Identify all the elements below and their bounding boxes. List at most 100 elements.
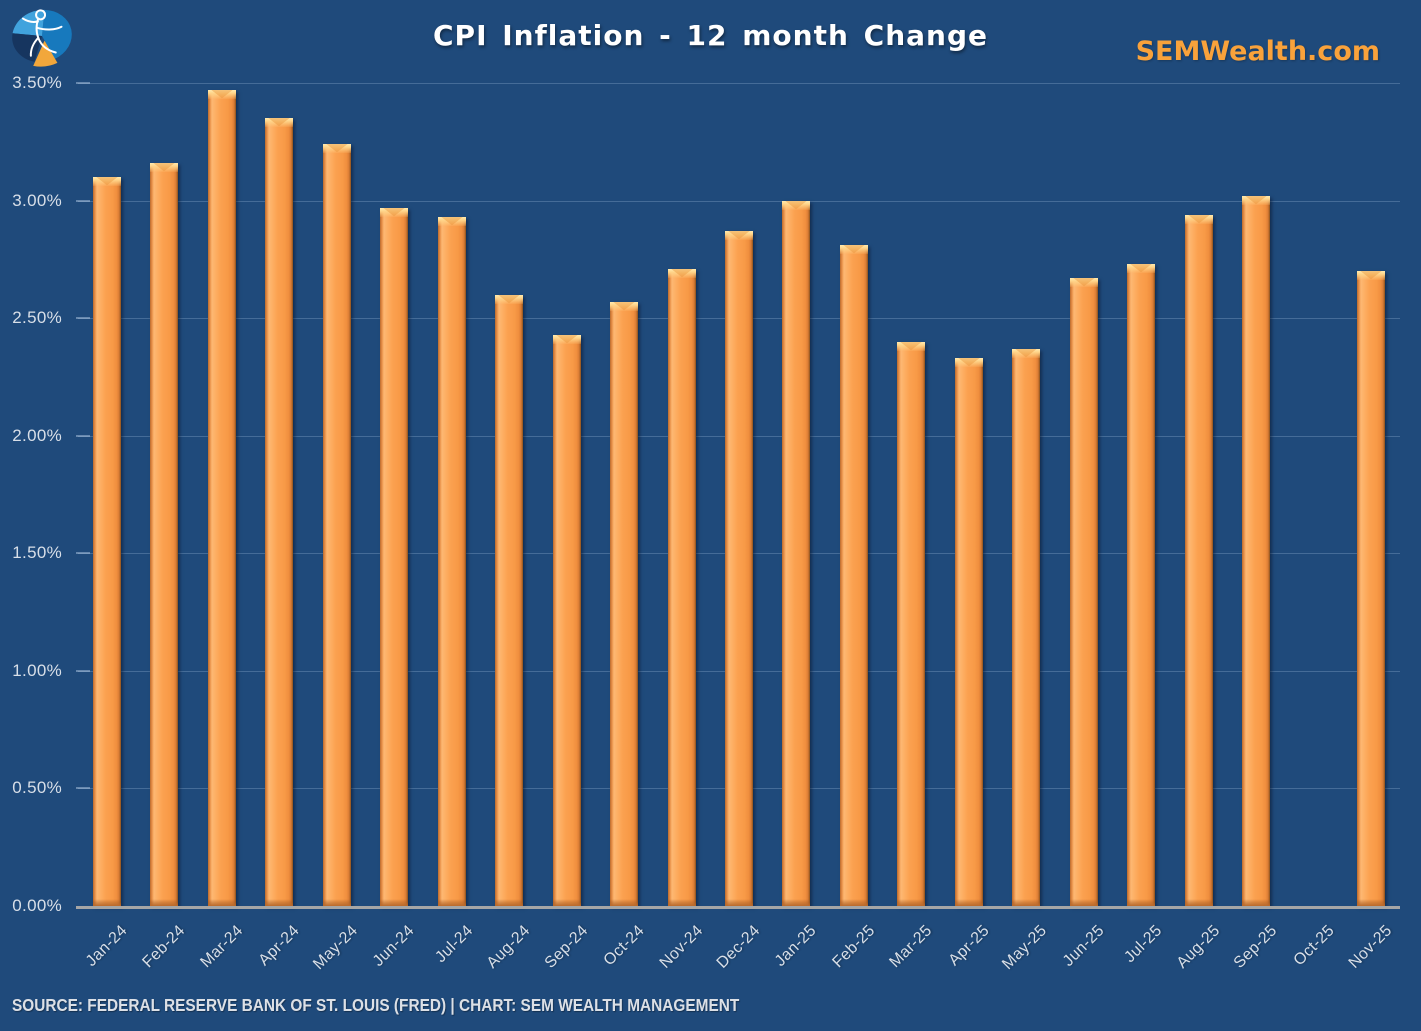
x-axis-label-Apr-24: Apr-24 <box>255 922 304 970</box>
bar-top-bevel <box>1242 196 1270 205</box>
x-axis-label-Oct-24: Oct-24 <box>600 922 649 970</box>
bar-Aug-24 <box>495 295 523 906</box>
y-axis-tick <box>76 200 90 202</box>
bar-top-bevel <box>1357 271 1385 280</box>
logo-slice-orange <box>33 40 58 67</box>
bar-Nov-25 <box>1357 271 1385 906</box>
bar-bottom-bevel <box>495 899 523 906</box>
bar-bottom-bevel <box>438 899 466 906</box>
bar-Nov-24 <box>668 269 696 906</box>
bar-Apr-24 <box>265 118 293 906</box>
bar-Mar-25 <box>897 342 925 906</box>
bar-Sep-25 <box>1242 196 1270 906</box>
bar-bottom-bevel <box>1127 899 1155 906</box>
bar-Feb-24 <box>150 163 178 906</box>
x-axis-label-Sep-24: Sep-24 <box>541 922 592 972</box>
y-axis-tick <box>76 82 90 84</box>
bar-Jun-25 <box>1070 278 1098 906</box>
logo-slice-dark-blue <box>12 33 42 62</box>
bar-top-bevel <box>782 201 810 210</box>
bar-top-bevel <box>1185 215 1213 224</box>
x-axis-label-Dec-24: Dec-24 <box>713 922 764 972</box>
bar-bottom-bevel <box>1185 899 1213 906</box>
x-axis-label-Jan-24: Jan-24 <box>83 922 132 970</box>
y-axis-label: 0.50% <box>12 778 62 797</box>
x-axis-label-May-24: May-24 <box>309 922 362 974</box>
x-axis-label-Oct-25: Oct-25 <box>1290 922 1339 970</box>
bar-Jul-24 <box>438 217 466 906</box>
y-axis-tick <box>76 435 90 437</box>
x-axis-label-Jun-25: Jun-25 <box>1060 922 1109 970</box>
x-axis-label-Sep-25: Sep-25 <box>1230 922 1281 972</box>
bar-Oct-24 <box>610 302 638 906</box>
bar-top-bevel <box>208 90 236 99</box>
bar-bottom-bevel <box>93 899 121 906</box>
bar-top-bevel <box>265 118 293 127</box>
bar-Feb-25 <box>840 245 868 906</box>
bar-bottom-bevel <box>150 899 178 906</box>
gridline <box>78 83 1400 84</box>
y-axis-label: 2.50% <box>12 308 62 327</box>
bar-Jan-24 <box>93 177 121 906</box>
x-axis-label-Jul-25: Jul-25 <box>1120 922 1166 967</box>
bar-bottom-bevel <box>840 899 868 906</box>
x-axis-label-Feb-25: Feb-25 <box>828 922 879 972</box>
bar-Jun-24 <box>380 208 408 906</box>
logo-figure <box>21 9 63 57</box>
logo-slice-mid-blue <box>42 9 72 59</box>
bar-top-bevel <box>380 208 408 217</box>
x-axis-label-Nov-24: Nov-24 <box>656 922 707 972</box>
bar-top-bevel <box>1012 349 1040 358</box>
gridline <box>78 201 1400 202</box>
bar-May-24 <box>323 144 351 906</box>
bar-Mar-24 <box>208 90 236 906</box>
bar-Jan-25 <box>782 201 810 906</box>
y-axis-tick <box>76 670 90 672</box>
bar-top-bevel <box>438 217 466 226</box>
bar-top-bevel <box>610 302 638 311</box>
bar-bottom-bevel <box>782 899 810 906</box>
x-axis-label-Jul-24: Jul-24 <box>431 922 477 967</box>
x-axis-label-Nov-25: Nov-25 <box>1345 922 1396 972</box>
bar-top-bevel <box>668 269 696 278</box>
y-axis-label: 3.00% <box>12 191 62 210</box>
sem-pie-chart-logo <box>12 9 72 67</box>
x-axis-line <box>76 906 1400 909</box>
x-axis-label-Feb-24: Feb-24 <box>138 922 189 972</box>
y-axis-label: 3.50% <box>12 73 62 92</box>
source-credit: SOURCE: FEDERAL RESERVE BANK OF ST. LOUI… <box>12 995 740 1015</box>
y-axis-label: 2.00% <box>12 426 62 445</box>
x-axis-label-Apr-25: Apr-25 <box>945 922 994 970</box>
bar-bottom-bevel <box>897 899 925 906</box>
y-axis-tick <box>76 552 90 554</box>
bar-Dec-24 <box>725 231 753 906</box>
bar-top-bevel <box>1127 264 1155 273</box>
bar-Sep-24 <box>553 335 581 906</box>
x-axis-label-Jan-25: Jan-25 <box>772 922 821 970</box>
chart-title: CPI Inflation - 12 month Change <box>433 19 988 52</box>
x-axis-label-May-25: May-25 <box>998 922 1051 974</box>
bar-bottom-bevel <box>1242 899 1270 906</box>
bar-bottom-bevel <box>668 899 696 906</box>
x-axis-label-Jun-24: Jun-24 <box>370 922 419 970</box>
bar-Aug-25 <box>1185 215 1213 906</box>
bar-bottom-bevel <box>265 899 293 906</box>
bar-bottom-bevel <box>208 899 236 906</box>
bar-top-bevel <box>955 358 983 367</box>
y-axis-label: 1.00% <box>12 661 62 680</box>
x-axis-label-Mar-24: Mar-24 <box>196 922 247 972</box>
bar-bottom-bevel <box>323 899 351 906</box>
bar-top-bevel <box>553 335 581 344</box>
y-axis-label: 0.00% <box>12 896 62 915</box>
bar-bottom-bevel <box>955 899 983 906</box>
bar-bottom-bevel <box>725 899 753 906</box>
y-axis-tick <box>76 787 90 789</box>
bar-bottom-bevel <box>553 899 581 906</box>
bar-top-bevel <box>840 245 868 254</box>
bar-bottom-bevel <box>1012 899 1040 906</box>
bar-top-bevel <box>897 342 925 351</box>
bar-bottom-bevel <box>380 899 408 906</box>
bar-Jul-25 <box>1127 264 1155 906</box>
bar-top-bevel <box>495 295 523 304</box>
